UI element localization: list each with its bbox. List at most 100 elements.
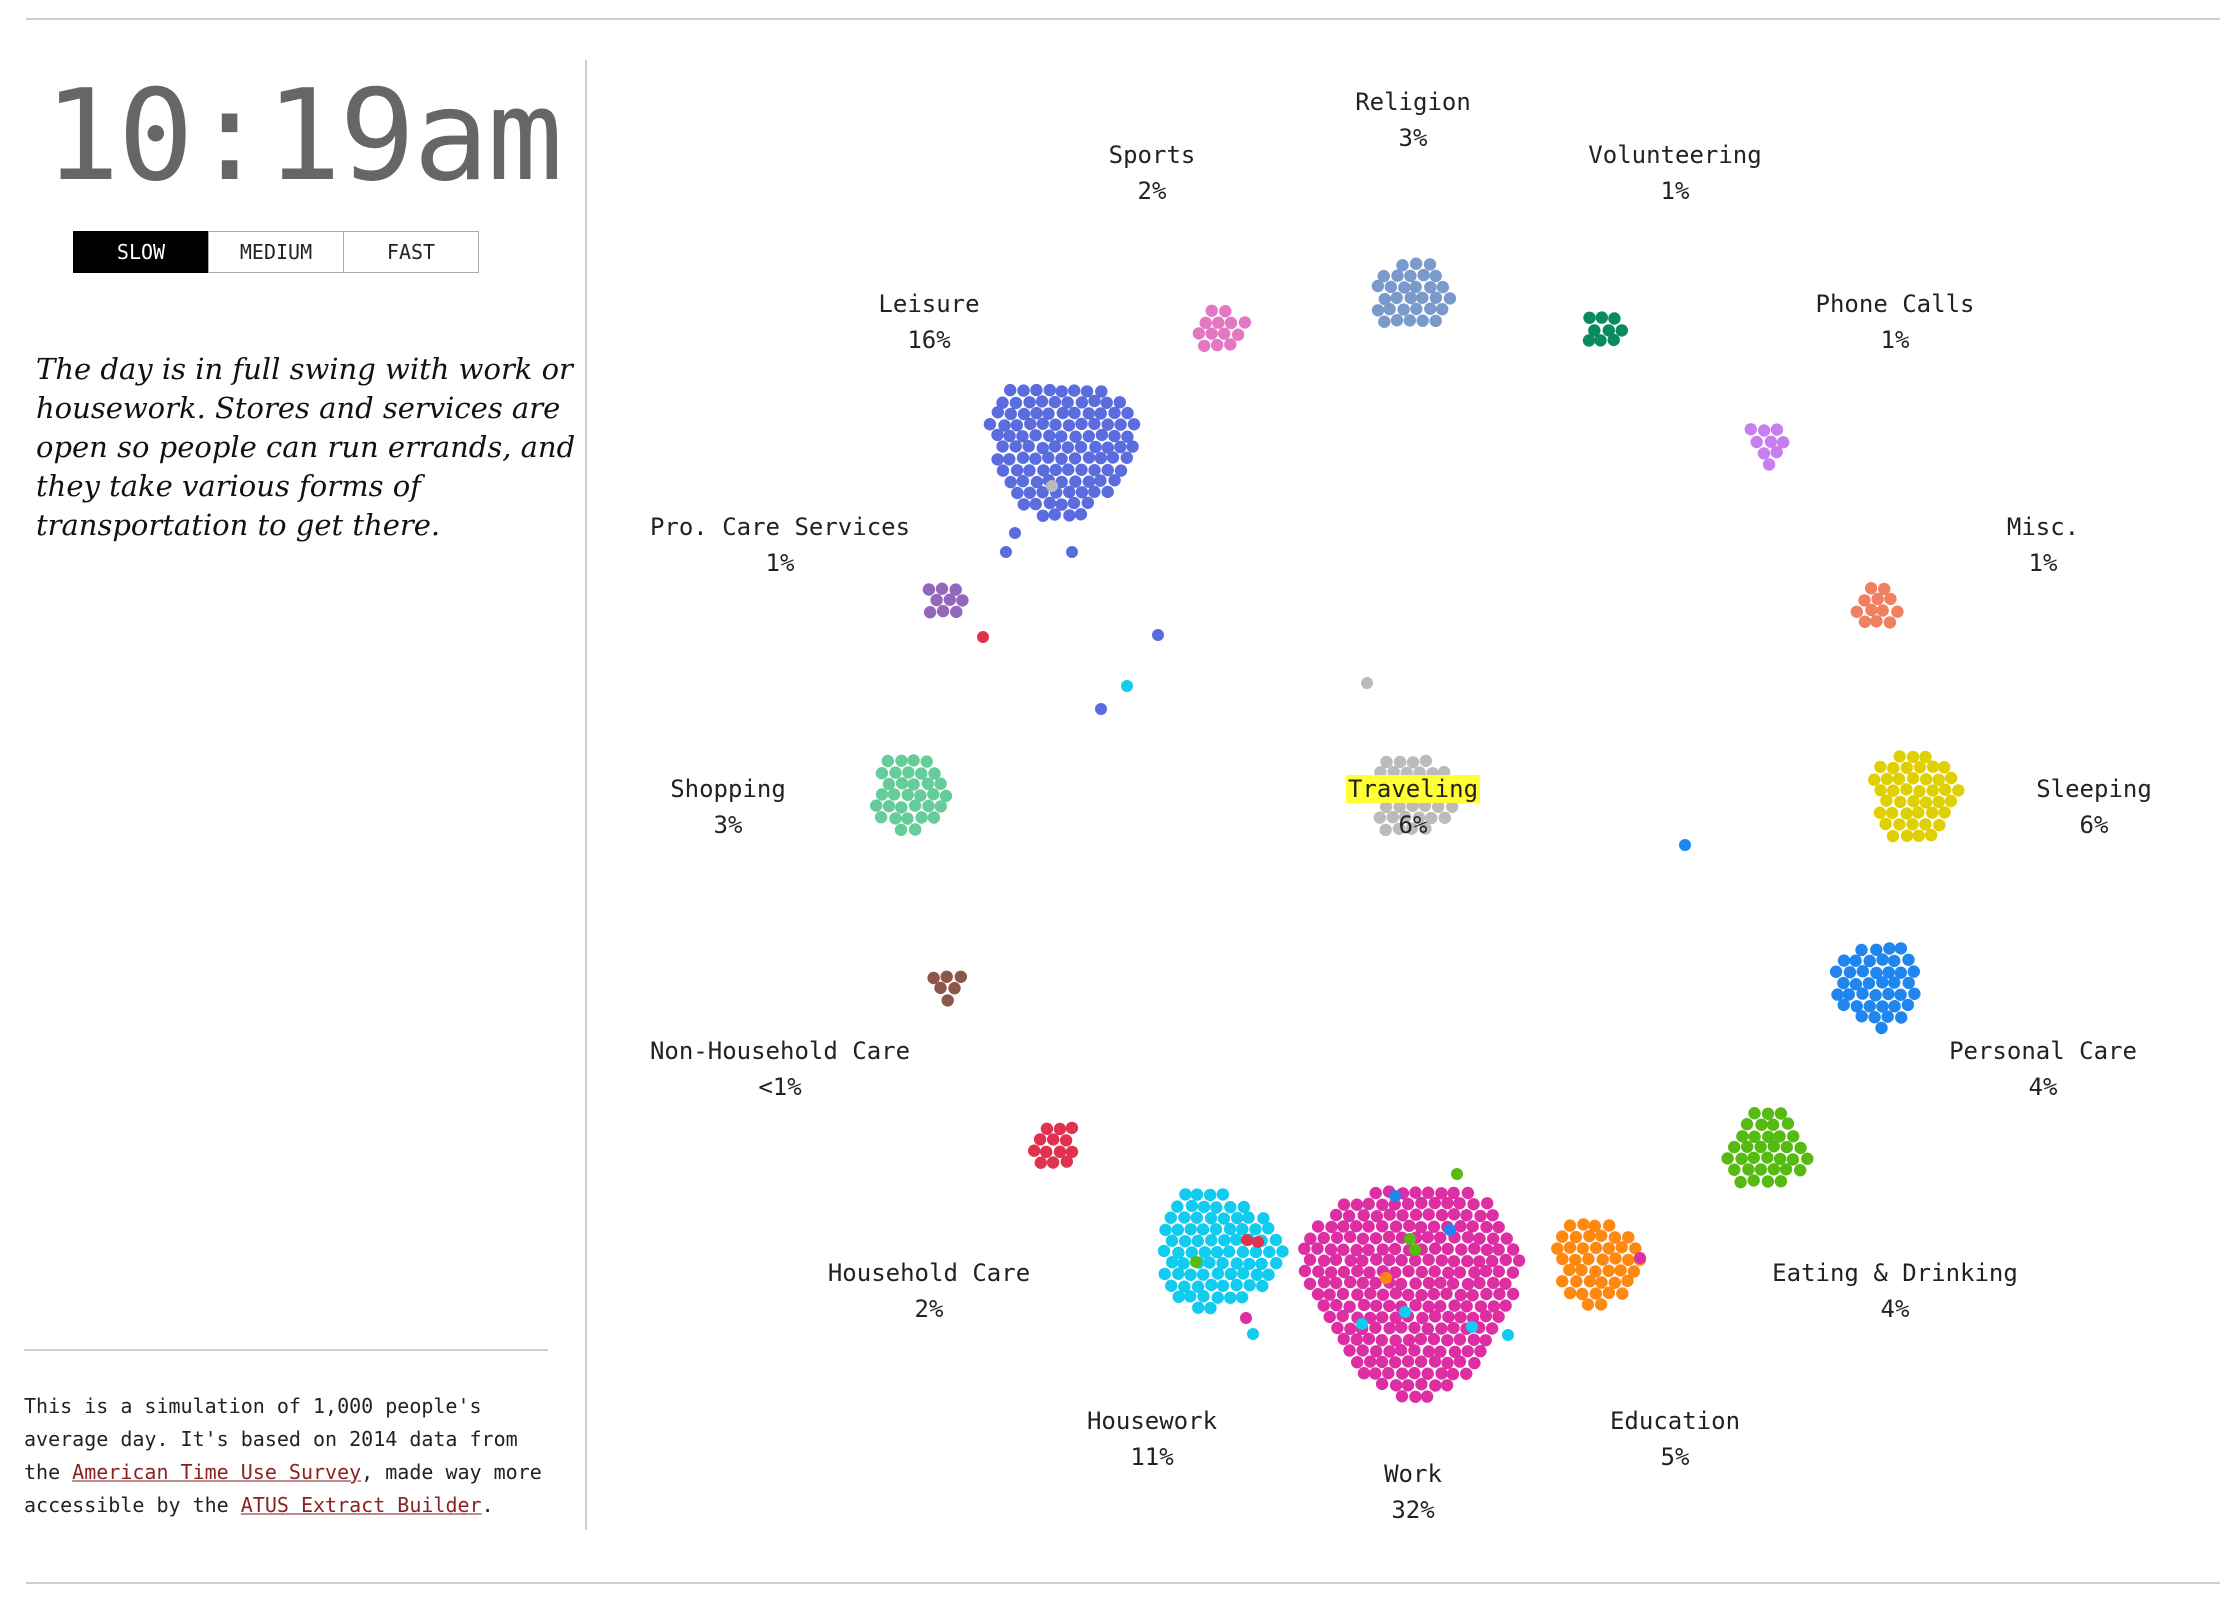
person-dot xyxy=(1460,1367,1473,1381)
person-dot xyxy=(1211,1291,1225,1304)
person-dot xyxy=(1492,1243,1505,1256)
person-dot xyxy=(1219,305,1232,318)
person-dot xyxy=(1082,451,1096,464)
person-dot xyxy=(1362,1220,1375,1233)
person-dot xyxy=(1410,302,1423,316)
person-dot xyxy=(1395,1321,1408,1334)
person-dot xyxy=(1362,1197,1375,1211)
person-dot xyxy=(1741,1140,1754,1154)
activity-name: Misc. xyxy=(2006,513,2080,541)
person-dot xyxy=(1028,1144,1041,1157)
footnote: This is a simulation of 1,000 people's a… xyxy=(24,1390,564,1522)
person-dot xyxy=(1004,475,1017,489)
person-dot xyxy=(1609,1252,1622,1265)
person-dot xyxy=(1786,1153,1800,1166)
person-dot xyxy=(1378,315,1391,328)
person-dot xyxy=(1932,795,1945,808)
person-dot xyxy=(1883,942,1896,955)
person-dot xyxy=(1357,1298,1371,1312)
person-dot xyxy=(1757,424,1771,437)
misc-cluster xyxy=(1850,582,1904,629)
person-dot xyxy=(1764,435,1778,448)
activity-name: Religion xyxy=(1355,88,1471,116)
person-dot xyxy=(1849,978,1863,991)
person-dot xyxy=(1500,1232,1513,1245)
person-dot xyxy=(1042,451,1055,464)
atus-link[interactable]: American Time Use Survey xyxy=(72,1460,362,1484)
person-dot xyxy=(1329,1208,1343,1222)
person-dot xyxy=(1383,302,1396,316)
person-dot xyxy=(1757,447,1771,460)
person-dot xyxy=(1121,406,1134,420)
person-dot xyxy=(1017,407,1031,421)
person-dot xyxy=(1121,430,1134,443)
activity-label-leisure: Leisure 16% xyxy=(878,286,979,358)
person-dot xyxy=(1043,383,1057,397)
person-dot xyxy=(1034,1156,1048,1169)
person-dot xyxy=(1190,1211,1204,1224)
activity-label-sleeping: Sleeping 6% xyxy=(2036,771,2152,843)
person-dot xyxy=(1762,458,1776,471)
person-dot xyxy=(1074,440,1088,454)
person-dot xyxy=(1770,423,1784,436)
person-dot xyxy=(1627,1265,1641,1278)
personal-care-cluster xyxy=(1829,942,1921,1035)
person-dot xyxy=(1342,1209,1356,1223)
person-dot xyxy=(1224,338,1237,351)
person-dot xyxy=(1888,954,1901,968)
atus-extract-builder-link[interactable]: ATUS Extract Builder xyxy=(240,1493,482,1517)
person-dot xyxy=(1298,1242,1311,1255)
person-dot xyxy=(1919,796,1933,809)
person-dot xyxy=(1932,773,1945,786)
speed-slow-button[interactable]: SLOW xyxy=(73,231,209,273)
person-dot xyxy=(1101,441,1115,454)
activity-percent: 1% xyxy=(765,549,795,577)
person-dot xyxy=(1164,1211,1178,1224)
person-dot xyxy=(1373,811,1387,824)
person-dot xyxy=(1362,1243,1375,1257)
person-dot xyxy=(1382,1253,1396,1267)
person-dot xyxy=(1602,1242,1616,1255)
person-dot xyxy=(1048,508,1062,521)
person-dot xyxy=(1388,1242,1402,1256)
person-dot xyxy=(1589,1265,1602,1278)
person-dot xyxy=(1870,615,1883,628)
person-dot xyxy=(1127,418,1141,431)
person-dot xyxy=(1506,1287,1520,1301)
person-dot xyxy=(1466,1289,1479,1302)
person-dot xyxy=(1312,1265,1325,1278)
person-dot xyxy=(920,755,933,768)
person-dot xyxy=(1238,316,1252,329)
person-dot xyxy=(1446,1367,1460,1381)
education-cluster xyxy=(1551,1218,1647,1311)
person-dot xyxy=(1068,384,1081,397)
person-dot xyxy=(1856,987,1869,1000)
speed-fast-button[interactable]: FAST xyxy=(343,231,479,273)
person-dot xyxy=(1422,1253,1435,1267)
person-dot xyxy=(1069,430,1082,443)
person-dot xyxy=(1454,1288,1468,1302)
person-dot xyxy=(998,419,1011,432)
person-dot xyxy=(1404,269,1417,283)
person-dot xyxy=(1512,1254,1526,1267)
person-dot xyxy=(1461,1186,1475,1200)
person-dot xyxy=(1350,1333,1364,1346)
person-dot xyxy=(930,593,943,607)
person-dot xyxy=(1870,966,1883,980)
person-dot xyxy=(950,605,963,619)
person-dot xyxy=(1401,1379,1415,1392)
speed-medium-button[interactable]: MEDIUM xyxy=(208,231,344,273)
person-dot xyxy=(1185,1199,1199,1213)
person-dot xyxy=(1205,1278,1218,1292)
person-dot xyxy=(1595,1229,1608,1243)
person-dot xyxy=(1468,1242,1481,1255)
person-dot xyxy=(1023,486,1036,499)
person-dot xyxy=(1429,314,1442,328)
person-dot xyxy=(1499,1253,1513,1267)
person-dot xyxy=(1900,829,1914,842)
person-dot xyxy=(1067,496,1081,510)
person-dot xyxy=(1506,1266,1520,1279)
person-dot xyxy=(1363,1266,1376,1279)
person-dot xyxy=(1594,334,1607,347)
person-dot xyxy=(1614,1264,1627,1277)
